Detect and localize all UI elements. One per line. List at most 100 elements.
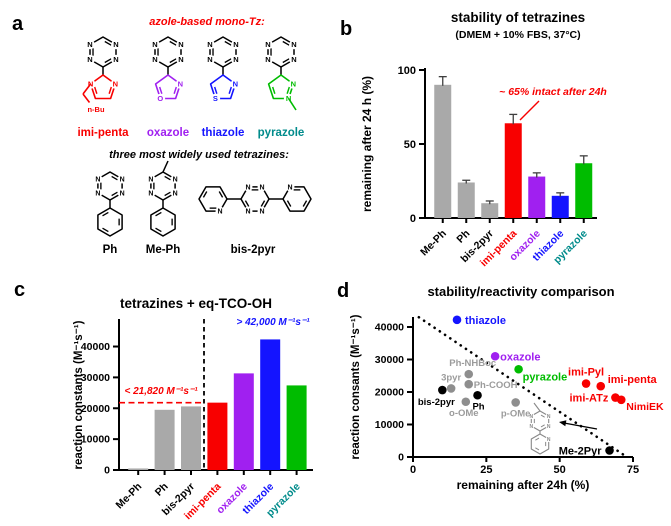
atom-mask — [215, 206, 225, 216]
panel-c-ylabel: reaction constants (M⁻¹s⁻¹) — [73, 320, 85, 469]
atom-mask — [257, 182, 267, 192]
line — [540, 424, 545, 428]
line — [104, 40, 112, 46]
atom-N: N — [207, 40, 212, 49]
x-category-Ph: Ph — [454, 228, 472, 246]
line — [224, 40, 232, 46]
point-Ph-NHBoc — [464, 369, 474, 379]
atom-N: N — [530, 424, 534, 430]
line — [287, 98, 297, 111]
line — [213, 86, 218, 94]
panel-c-reactivity-chart: tetrazines + eq-TCO-OH 0 10000 20000 30000 40… — [73, 296, 313, 522]
atom-N: N — [291, 80, 296, 89]
atom-N: N — [530, 414, 534, 420]
bar-Me-Ph — [128, 468, 149, 470]
point-label-thiazole: thiazole — [465, 315, 506, 327]
atom-N: N — [178, 40, 183, 49]
line — [282, 40, 290, 46]
atom-N: N — [259, 184, 264, 191]
atom-N: N — [148, 191, 153, 198]
bar-imi-penta — [207, 402, 228, 470]
atom-S: S — [213, 94, 218, 103]
annotation-threshold: < 21,820 M⁻¹s⁻¹ — [124, 386, 198, 397]
point-p-OMe — [511, 398, 520, 407]
point-imi-penta — [596, 381, 606, 391]
bar-bis-2pyr — [481, 203, 499, 218]
atom-N: N — [152, 55, 157, 64]
point-NimiEK — [616, 395, 626, 405]
inset-arrow-line — [563, 422, 598, 430]
atom-mask — [155, 93, 166, 104]
line — [82, 83, 92, 95]
point-oxazole — [490, 351, 500, 361]
atom-N: N — [233, 55, 238, 64]
trend-dotted-line — [417, 315, 629, 459]
atom-mask — [257, 206, 267, 216]
y-tick-label: 100 — [398, 65, 416, 77]
atom-O: O — [157, 94, 163, 103]
atom-N: N — [245, 209, 250, 216]
y-tick-label: 0 — [398, 452, 404, 464]
line — [228, 86, 233, 94]
line — [282, 58, 290, 64]
atom-mask — [146, 174, 156, 184]
atom-N: N — [152, 40, 157, 49]
line — [260, 200, 266, 207]
line — [533, 402, 541, 412]
atom-mask — [231, 39, 241, 50]
point-Ph-COOH — [464, 379, 474, 389]
atom-mask — [176, 39, 186, 50]
line — [202, 191, 208, 198]
y-tick-label: 20000 — [375, 387, 404, 399]
line — [169, 58, 177, 64]
atom-mask — [528, 413, 535, 419]
atom-N: N — [113, 40, 118, 49]
bar-bis-2pyr — [181, 406, 201, 470]
atom-N: N — [87, 40, 92, 49]
line — [286, 200, 292, 207]
line — [111, 191, 118, 197]
point-thiazole — [452, 315, 462, 325]
molecule-name-imi-penta: imi-penta — [77, 127, 129, 139]
atom-mask — [263, 39, 273, 50]
atom-mask — [528, 423, 535, 429]
bar-Ph — [154, 409, 175, 470]
molecule-name-oxazole: oxazole — [147, 127, 189, 139]
atom-N: N — [173, 191, 178, 198]
atom-mask — [170, 188, 180, 198]
point-Ph — [473, 390, 482, 400]
panel-d-ylabel: reaction consants (M⁻¹s⁻¹) — [350, 314, 362, 459]
point-imi-Pyl — [581, 379, 591, 388]
molecule-name-thiazole: thiazole — [202, 127, 245, 139]
atom-mask — [111, 54, 121, 65]
panel-b-title: stability of tetrazines — [451, 10, 585, 25]
atom-mask — [150, 39, 160, 50]
panel-b-letter: b — [340, 18, 353, 40]
bar-thiazole — [260, 339, 281, 470]
point-label-oxazole: oxazole — [500, 351, 540, 363]
structure-pyrazole: NNNNNNpyrazole — [258, 36, 304, 139]
y-tick-label: 20000 — [81, 403, 110, 415]
point-label-Me-2Pyr: Me-2Pyr — [559, 446, 603, 458]
y-tick-label: 0 — [410, 213, 416, 225]
annotation-pointer — [519, 100, 540, 121]
panel-a-structures: azole-based mono-Tz:NNNNNNn-Buimi-pentaN… — [77, 16, 312, 256]
point-3pyr — [446, 384, 456, 393]
atom-mask — [545, 436, 552, 442]
atom-mask — [170, 174, 180, 184]
atom-mask — [285, 182, 295, 192]
y-tick-label: 10000 — [375, 419, 404, 431]
line — [271, 86, 276, 94]
point-pyrazole — [514, 364, 523, 374]
x-tick-label: 50 — [554, 464, 566, 476]
inset-arrow-head — [559, 420, 567, 427]
atom-N: N — [95, 191, 100, 198]
bar-thiazole — [551, 195, 569, 218]
line — [102, 211, 109, 217]
x-category-Me-Ph: Me-Ph — [418, 228, 449, 259]
atom-mask — [85, 54, 95, 65]
